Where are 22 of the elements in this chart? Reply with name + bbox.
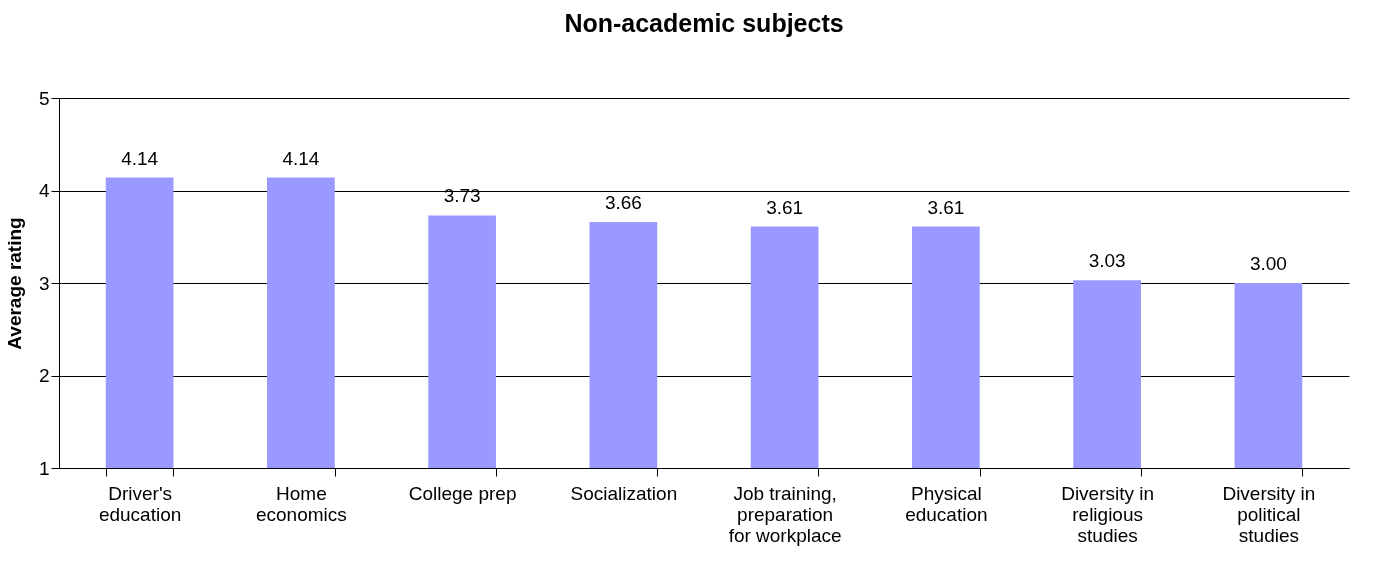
y-axis-title: Average rating (3, 217, 25, 350)
y-tick-label: 4 (38, 180, 50, 201)
x-tick-label: Diversity in political studies (1222, 482, 1316, 546)
data-label: 3.03 (1088, 250, 1126, 272)
data-label: 3.00 (1249, 253, 1287, 274)
data-label: 3.61 (766, 196, 804, 218)
x-tick-label: Home economics (255, 482, 347, 525)
data-label: 4.14 (282, 147, 320, 169)
y-tick-label: 5 (38, 87, 50, 109)
x-tick-label: Job training, preparation for workplace (728, 482, 842, 546)
data-label: 3.61 (927, 196, 965, 218)
x-tick-label: Physical education (905, 482, 988, 525)
y-tick-label: 1 (38, 457, 50, 479)
x-tick-label: Driver's education (98, 482, 182, 525)
data-label: 4.14 (121, 147, 159, 169)
x-tick-label: Diversity in religious studies (1061, 482, 1155, 546)
chart-title: Non-academic subjects (564, 9, 844, 37)
x-tick-label: Socialization (570, 482, 678, 504)
x-tick-label: College prep (408, 482, 517, 504)
data-label: 3.66 (604, 191, 642, 213)
y-tick-label: 3 (38, 272, 50, 294)
y-tick-label: 2 (38, 365, 50, 386)
